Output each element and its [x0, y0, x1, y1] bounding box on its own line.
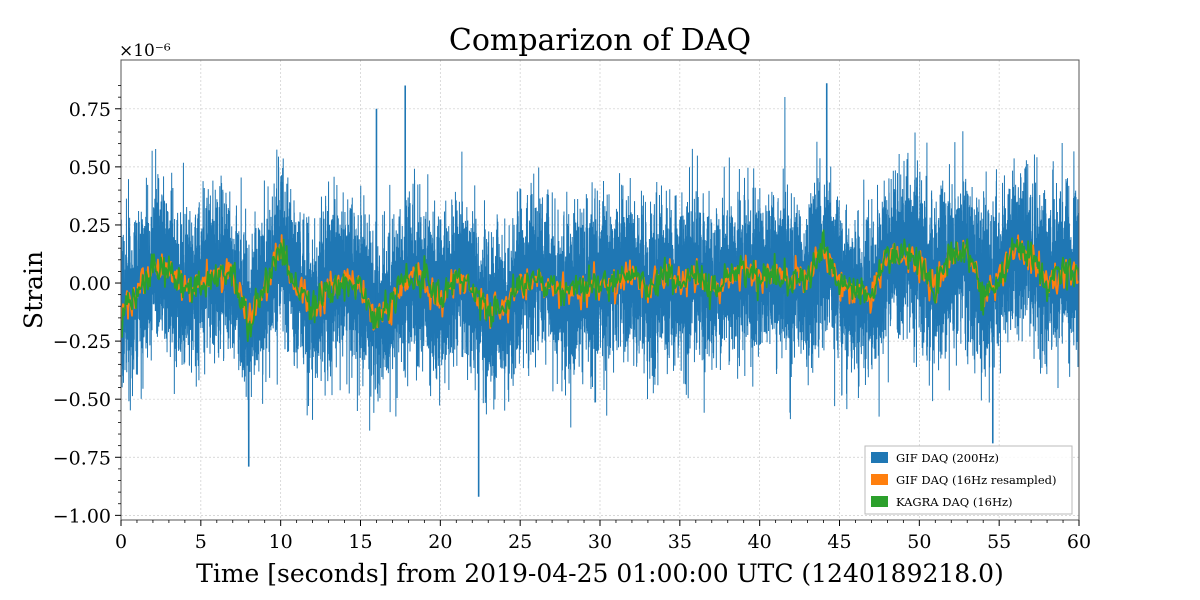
x-tick-label: 40 [748, 531, 772, 553]
x-tick-label: 50 [907, 531, 931, 553]
x-tick-label: 25 [508, 531, 532, 553]
x-tick-label: 55 [987, 531, 1011, 553]
x-tick-label: 10 [269, 531, 293, 553]
legend-swatch-gif-16hz [871, 474, 888, 485]
series-layer [121, 83, 1079, 497]
x-axis: 0 5 10 15 20 25 30 35 40 45 50 55 60 [115, 520, 1091, 553]
y-tick-label: 0.25 [69, 215, 111, 237]
x-tick-label: 0 [115, 531, 127, 553]
x-tick-label: 15 [348, 531, 372, 553]
x-axis-label: Time [seconds] from 2019-04-25 01:00:00 … [196, 559, 1004, 588]
y-tick-label: −0.50 [53, 389, 111, 411]
y-axis-label: Strain [19, 251, 48, 329]
legend-entry-gif-200hz: GIF DAQ (200Hz) [896, 451, 999, 465]
series-line-kagra-16hz [121, 229, 1079, 343]
y-offset-label: ×10⁻⁶ [119, 41, 171, 61]
legend-entry-kagra-16hz: KAGRA DAQ (16Hz) [896, 495, 1013, 509]
x-tick-label: 45 [827, 531, 851, 553]
y-tick-label: −0.75 [53, 447, 111, 469]
legend-entry-gif-16hz: GIF DAQ (16Hz resampled) [896, 473, 1057, 487]
x-tick-label: 5 [195, 531, 207, 553]
legend-swatch-gif-200hz [871, 452, 888, 463]
legend-frame [864, 445, 1073, 515]
x-tick-label: 35 [668, 531, 692, 553]
y-tick-label: 0.50 [69, 157, 111, 179]
x-tick-label: 30 [588, 531, 612, 553]
y-tick-label: −1.00 [53, 505, 111, 527]
legend: GIF DAQ (200Hz) GIF DAQ (16Hz resampled)… [864, 445, 1073, 515]
x-tick-label: 60 [1067, 531, 1091, 553]
y-tick-label: 0.00 [69, 273, 111, 295]
y-tick-label: 0.75 [69, 99, 111, 121]
y-tick-label: −0.25 [53, 331, 111, 353]
y-axis: −1.00 −0.75 −0.50 −0.25 0.00 0.25 0.50 0.75 [53, 85, 121, 527]
series-line-gif-200hz [121, 96, 1079, 431]
chart-title: Comparizon of DAQ [449, 23, 751, 58]
x-tick-label: 20 [428, 531, 452, 553]
legend-swatch-kagra-16hz [871, 496, 888, 507]
